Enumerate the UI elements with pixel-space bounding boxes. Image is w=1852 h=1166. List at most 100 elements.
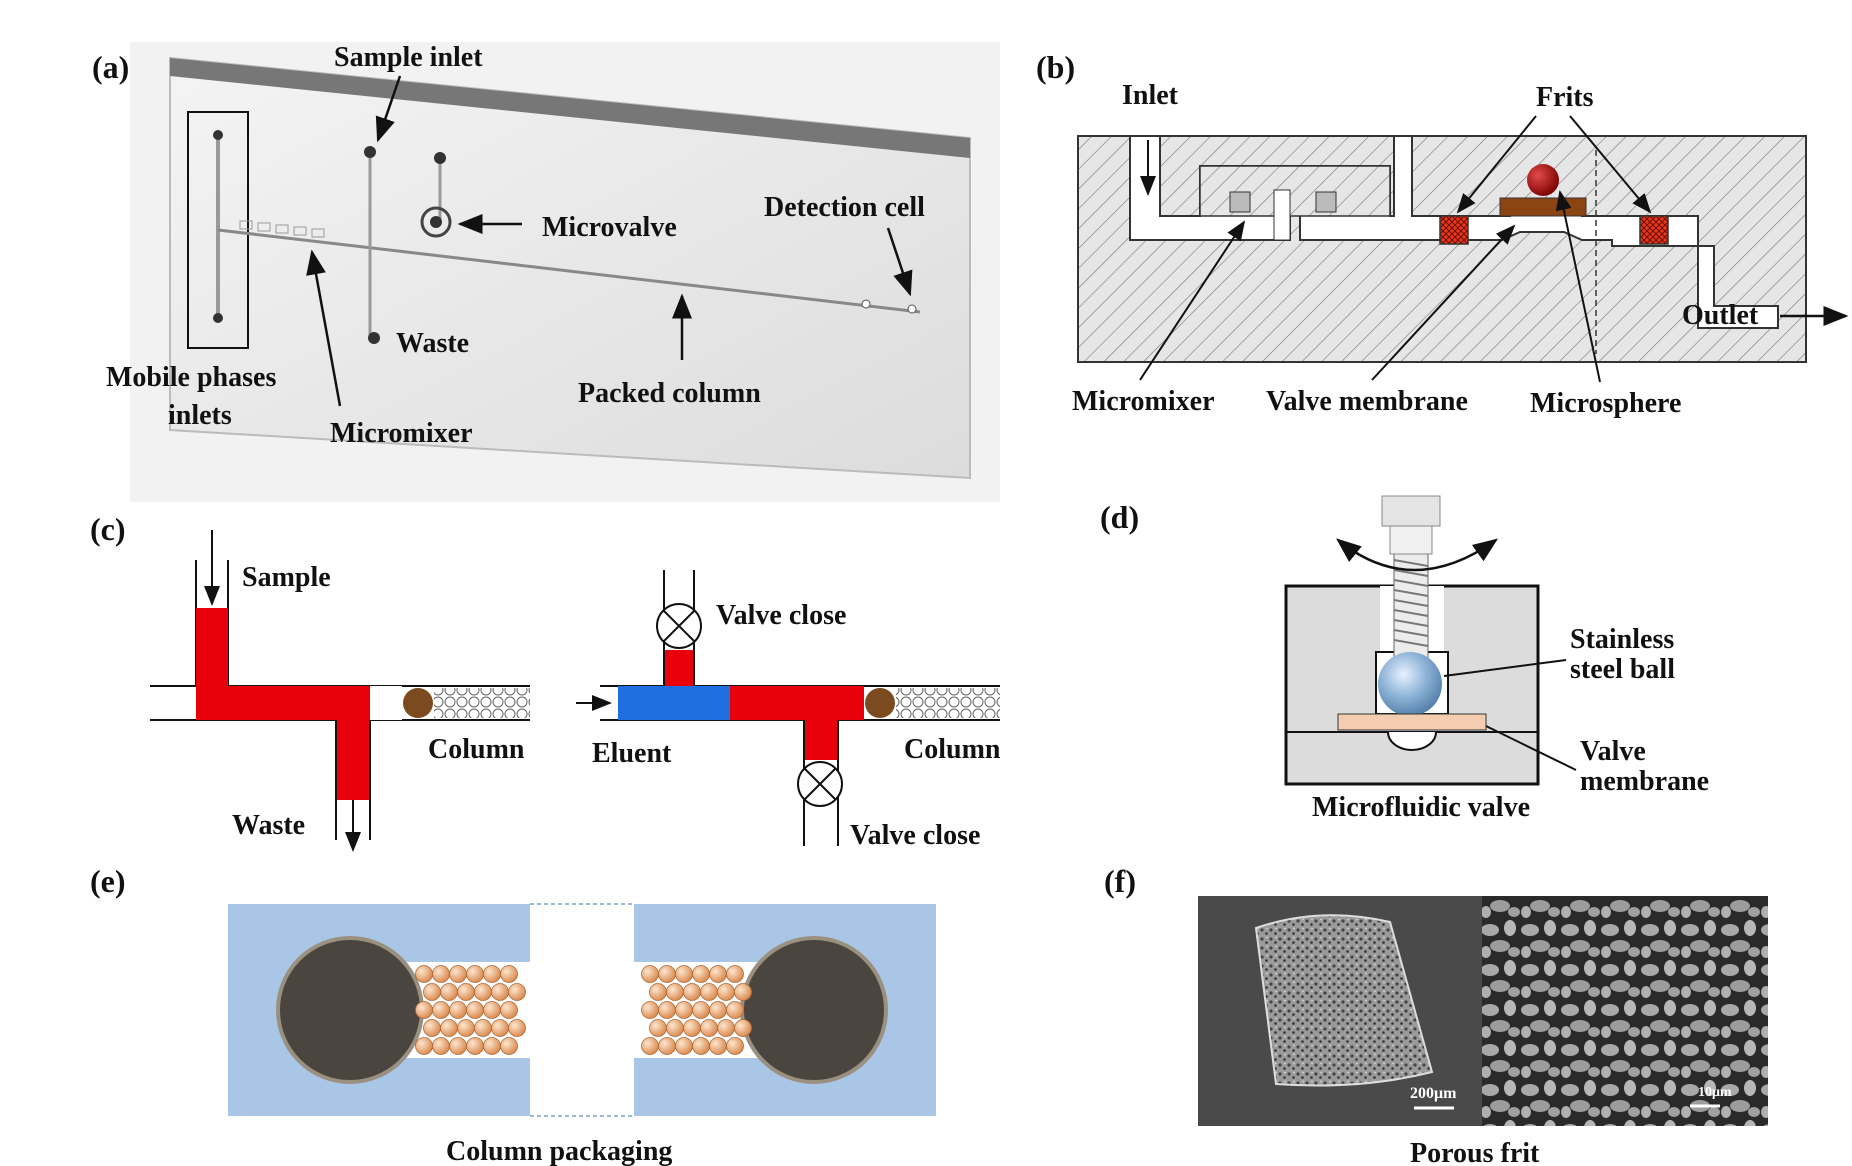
- bead: [508, 983, 526, 1001]
- label-packed-column: Packed column: [578, 378, 761, 409]
- panel-e-tag: (e): [90, 863, 126, 899]
- bead: [717, 1019, 735, 1037]
- bead: [692, 1037, 710, 1055]
- bead: [709, 1037, 727, 1055]
- bead: [658, 1001, 676, 1019]
- label-waste-a: Waste: [396, 328, 469, 359]
- bead: [483, 1037, 501, 1055]
- packed-beads-e-right: [641, 965, 752, 1055]
- bead: [491, 1019, 509, 1037]
- bead: [709, 965, 727, 983]
- label-microvalve: Microvalve: [542, 212, 677, 243]
- bead: [466, 1001, 484, 1019]
- bead: [649, 1019, 667, 1037]
- panel-b-tag: (b): [1036, 49, 1075, 85]
- panel-c: (c) Sample Column Waste Valve clo: [90, 511, 1001, 852]
- valve-membrane-d: [1337, 713, 1487, 731]
- label-valve: Valve: [1580, 736, 1646, 767]
- sample-inlet-port: [364, 146, 376, 158]
- bead: [734, 1019, 752, 1037]
- panel-d: (d) Stainless steel ball Valve membrane …: [1100, 495, 1709, 823]
- bead: [449, 1001, 467, 1019]
- mobile-inlet-box: [187, 111, 249, 349]
- bead: [474, 983, 492, 1001]
- caption-porous-frit: Porous frit: [1410, 1138, 1540, 1166]
- bead: [457, 1019, 475, 1037]
- micromixer-segments: [239, 220, 325, 238]
- label-column-right: Column: [904, 734, 1001, 765]
- bead: [432, 965, 450, 983]
- bead: [649, 983, 667, 1001]
- panel-e: (e) Column packaging: [90, 863, 936, 1166]
- bead: [666, 1019, 684, 1037]
- main-channel: [217, 228, 921, 314]
- label-inlets: inlets: [168, 400, 232, 431]
- frit-particle: [1254, 914, 1434, 1087]
- label-detection-cell: Detection cell: [764, 192, 925, 223]
- bead: [483, 965, 501, 983]
- bead: [692, 965, 710, 983]
- frit-c-left: [403, 688, 433, 718]
- bead: [440, 1019, 458, 1037]
- bead: [658, 1037, 676, 1055]
- bead: [432, 1037, 450, 1055]
- frit-c-right: [865, 688, 895, 718]
- bead: [423, 983, 441, 1001]
- label-frits: Frits: [1536, 82, 1594, 113]
- panel-f-tag: (f): [1104, 863, 1136, 899]
- bead: [726, 1001, 744, 1019]
- bead: [449, 1037, 467, 1055]
- bead: [423, 1019, 441, 1037]
- bead: [415, 1037, 433, 1055]
- scale-bar-right: 10μm: [1698, 1085, 1732, 1100]
- packed-beads-right: [896, 688, 1000, 718]
- bead: [675, 1001, 693, 1019]
- microvalve-shape: [420, 206, 452, 238]
- microsphere-ball: [1527, 164, 1559, 196]
- label-valve-membrane-b: Valve membrane: [1266, 386, 1468, 417]
- bead: [734, 983, 752, 1001]
- label-outlet: Outlet: [1682, 300, 1759, 331]
- bead: [483, 1001, 501, 1019]
- scale-bar-left: 200μm: [1410, 1085, 1457, 1102]
- caption-column-packaging: Column packaging: [446, 1136, 672, 1166]
- bead: [449, 965, 467, 983]
- column-tube-left: [276, 936, 424, 1084]
- label-eluent: Eluent: [592, 738, 672, 769]
- panel-c-tag: (c): [90, 511, 126, 547]
- bead: [675, 1037, 693, 1055]
- steel-ball: [1378, 652, 1442, 716]
- label-column-left: Column: [428, 734, 525, 765]
- bead: [440, 983, 458, 1001]
- bead: [457, 983, 475, 1001]
- bead: [474, 1019, 492, 1037]
- caption-microfluidic-valve: Microfluidic valve: [1312, 792, 1530, 823]
- bead: [700, 1019, 718, 1037]
- bead: [717, 983, 735, 1001]
- chip-top-edge: [170, 58, 970, 158]
- packed-beads-e-left: [415, 965, 526, 1055]
- label-inlet: Inlet: [1122, 80, 1179, 111]
- bead: [500, 1037, 518, 1055]
- bead: [491, 983, 509, 1001]
- bead: [683, 983, 701, 1001]
- bead: [641, 1001, 659, 1019]
- bead: [666, 983, 684, 1001]
- label-steel-ball: steel ball: [1570, 654, 1675, 685]
- panel-d-tag: (d): [1100, 499, 1139, 535]
- bead: [508, 1019, 526, 1037]
- sample-plug-right: [730, 686, 864, 760]
- bead: [658, 965, 676, 983]
- bead: [726, 1037, 744, 1055]
- bolt-thread: [1393, 559, 1429, 647]
- panel-f: (f) 200μm 10μm Porous frit: [1104, 863, 1768, 1166]
- bolt-head: [1381, 495, 1441, 527]
- bead: [415, 965, 433, 983]
- bead: [726, 965, 744, 983]
- bead: [500, 965, 518, 983]
- bead: [466, 965, 484, 983]
- sem-image-right: [1482, 896, 1768, 1126]
- label-sample: Sample: [242, 562, 331, 593]
- label-valve-close-bottom: Valve close: [850, 820, 980, 851]
- sample-plug-left: [196, 608, 370, 800]
